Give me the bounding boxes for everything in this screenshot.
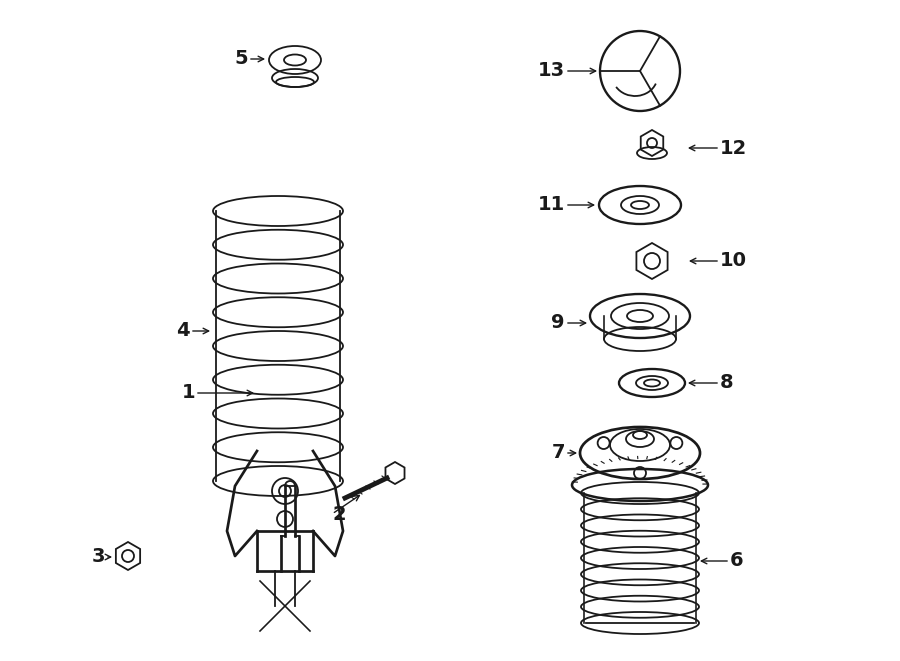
Text: 3: 3 [92,547,105,566]
Text: 11: 11 [538,196,565,215]
Text: 5: 5 [234,50,248,69]
Text: 8: 8 [720,373,733,393]
Text: 13: 13 [538,61,565,81]
Text: 7: 7 [552,444,565,463]
Text: 12: 12 [720,139,747,157]
Text: 2: 2 [332,504,346,524]
Text: 1: 1 [182,383,195,403]
Text: 9: 9 [552,313,565,332]
Text: 6: 6 [730,551,743,570]
Text: 10: 10 [720,251,747,270]
Text: 4: 4 [176,321,190,340]
